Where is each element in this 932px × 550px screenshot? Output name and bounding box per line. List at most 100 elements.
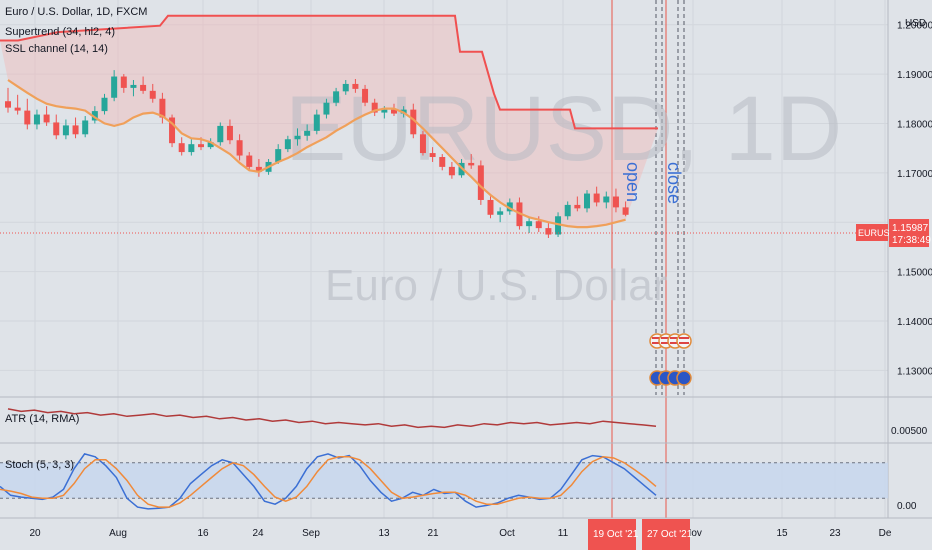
atr-legend[interactable]: ATR (14, RMA) (5, 413, 80, 425)
candle-down (429, 153, 436, 158)
candle-up (603, 196, 610, 203)
open-label: open (623, 162, 643, 202)
candle-down (226, 125, 233, 141)
candle-down (468, 162, 475, 166)
supertrend-path (0, 14, 658, 130)
event-flags[interactable] (649, 333, 692, 386)
open-date-marker: 19 Oct '21 (588, 519, 639, 550)
candle-up (584, 193, 590, 209)
us-flag-stripe (661, 342, 671, 344)
candle-up (304, 130, 311, 136)
time-tick-label: Sep (302, 528, 320, 539)
candle-down (72, 125, 79, 135)
candle-down (612, 196, 619, 208)
candle-up (62, 125, 69, 136)
price-tag-countdown: 17:38:49 (892, 235, 931, 246)
time-tick-label: 24 (252, 528, 264, 539)
candle-up (33, 114, 40, 125)
close-date-label: 27 Oct '21 (647, 529, 693, 540)
time-tick-label: 13 (378, 528, 390, 539)
candle-up (188, 144, 195, 153)
us-flag-icon (676, 333, 692, 349)
time-tick-label: 20 (29, 528, 41, 539)
price-tag-value: 1.15987 (892, 223, 929, 234)
price-tick-label: 1.17000 (897, 169, 932, 180)
candle-down (371, 102, 378, 113)
time-tick-label: Aug (109, 528, 127, 539)
us-flag-stripe (679, 337, 689, 339)
candle-down (410, 109, 417, 135)
price-tag-symbol: EURUSD (858, 228, 897, 238)
close-date-marker: 27 Oct '21 (642, 519, 693, 550)
candle-up (284, 139, 291, 150)
candle-down (120, 76, 127, 88)
candle-down (43, 114, 50, 123)
candle-down (24, 110, 31, 125)
candle-down (391, 109, 397, 114)
candle-down (448, 166, 455, 176)
time-tick-label: 16 (197, 528, 209, 539)
supertrend-band (0, 15, 658, 228)
atr-line (7, 408, 657, 429)
ssl-channel (7, 79, 626, 229)
candle-down (574, 204, 581, 209)
candle-up (497, 211, 504, 215)
candle-down (362, 88, 369, 103)
candle-down (149, 90, 156, 99)
candle-up (294, 135, 301, 140)
candle-down (140, 84, 147, 91)
candle-up (91, 111, 98, 121)
candle-down (169, 117, 176, 144)
price-scale[interactable]: 1.20000 1.19000 1.18000 1.17000 1.15000 1.140… (891, 21, 932, 512)
candle-down (477, 165, 484, 200)
time-tick-label: De (879, 528, 892, 539)
candle-up (82, 120, 89, 135)
candle-down (198, 144, 204, 148)
price-tick-label: 1.18000 (897, 119, 932, 130)
supertrend-fill (0, 15, 658, 228)
eu-flag-icon (676, 370, 692, 386)
price-tick-label: 1.19000 (897, 70, 932, 81)
candle-down (487, 199, 494, 215)
supertrend-legend[interactable]: Supertrend (34, hl2, 4) (5, 26, 116, 38)
candle-down (14, 107, 21, 111)
candle-up (313, 114, 320, 131)
time-tick-label: 23 (829, 528, 841, 539)
candle-up (323, 102, 330, 115)
price-tick-label: 1.14000 (897, 317, 932, 328)
candles (5, 70, 629, 238)
time-tick-label: 21 (427, 528, 439, 539)
candle-up (275, 149, 282, 162)
candle-down (622, 207, 629, 215)
time-tick-label: Oct (499, 528, 515, 539)
price-tick-label: 1.15000 (897, 268, 932, 279)
candle-up (207, 142, 214, 148)
candle-down (236, 140, 243, 156)
price-tick-label: 1.13000 (897, 366, 932, 377)
candle-down (593, 193, 600, 203)
time-tick-label: Nov (684, 528, 702, 539)
stoch-lines (0, 453, 888, 510)
stoch-tick-label: 0.00 (897, 501, 917, 512)
open-date-label: 19 Oct '21 (593, 529, 639, 540)
watermark-name: Euro / U.S. Dollar (325, 261, 667, 310)
candle-down (352, 83, 359, 89)
ssl-path (7, 79, 626, 229)
us-flag-stripe (652, 342, 662, 344)
currency-label: USD (905, 18, 926, 29)
supertrend-line (0, 14, 658, 130)
time-tick-label: 15 (776, 528, 788, 539)
candle-up (333, 91, 340, 103)
candle-down (53, 122, 60, 136)
ssl-legend[interactable]: SSL channel (14, 14) (5, 43, 108, 55)
us-flag-stripe (661, 337, 671, 339)
stoch-legend[interactable]: Stoch (5, 3, 3) (5, 459, 75, 471)
us-flag-stripe (679, 342, 689, 344)
time-scale[interactable]: 20 Aug 16 24 Sep 13 21 Oct 11 Nov 15 23 De (29, 528, 891, 539)
stoch-d-path (0, 456, 657, 508)
candle-down (535, 221, 542, 229)
symbol-legend[interactable]: Euro / U.S. Dollar, 1D, FXCM (5, 6, 148, 18)
atr-tick-label: 0.00500 (891, 426, 928, 437)
candle-up (526, 221, 533, 227)
